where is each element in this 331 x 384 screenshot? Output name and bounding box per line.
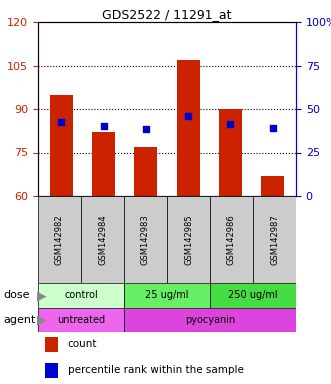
Bar <box>38 283 124 308</box>
Bar <box>219 109 242 196</box>
Text: GSM142986: GSM142986 <box>227 214 236 265</box>
Bar <box>134 147 158 196</box>
Point <box>228 121 233 127</box>
Bar <box>45 337 58 352</box>
Bar <box>45 363 58 378</box>
Text: agent: agent <box>3 315 36 325</box>
Bar <box>261 176 284 196</box>
Bar <box>124 308 296 332</box>
Text: GSM142982: GSM142982 <box>55 214 64 265</box>
Title: GDS2522 / 11291_at: GDS2522 / 11291_at <box>102 8 232 21</box>
Text: GSM142984: GSM142984 <box>98 214 107 265</box>
Text: 250 ug/ml: 250 ug/ml <box>228 291 278 301</box>
Bar <box>81 196 124 283</box>
Text: ▶: ▶ <box>36 289 46 302</box>
Bar <box>210 283 296 308</box>
Point <box>59 119 64 125</box>
Bar <box>124 196 167 283</box>
Text: GSM142987: GSM142987 <box>270 214 279 265</box>
Bar <box>38 196 81 283</box>
Text: GSM142983: GSM142983 <box>141 214 150 265</box>
Bar <box>176 60 200 196</box>
Point <box>185 113 191 119</box>
Bar <box>124 283 210 308</box>
Text: count: count <box>68 339 97 349</box>
Text: ▶: ▶ <box>36 313 46 326</box>
Bar <box>253 196 296 283</box>
Bar <box>92 132 115 196</box>
Point <box>101 123 106 129</box>
Bar <box>38 308 124 332</box>
Bar <box>167 196 210 283</box>
Point <box>143 126 149 132</box>
Bar <box>210 196 253 283</box>
Text: untreated: untreated <box>57 315 105 325</box>
Text: percentile rank within the sample: percentile rank within the sample <box>68 366 244 376</box>
Text: GSM142985: GSM142985 <box>184 214 193 265</box>
Text: 25 ug/ml: 25 ug/ml <box>145 291 189 301</box>
Bar <box>50 94 73 196</box>
Text: pyocyanin: pyocyanin <box>185 315 235 325</box>
Text: dose: dose <box>3 291 30 301</box>
Text: control: control <box>64 291 98 301</box>
Point <box>270 125 275 131</box>
